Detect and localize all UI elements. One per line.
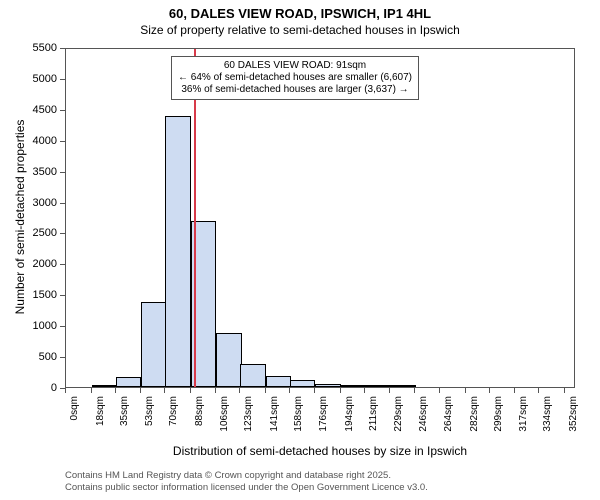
- x-tick-mark: [65, 388, 66, 393]
- annotation-line-3: 36% of semi-detached houses are larger (…: [178, 84, 412, 96]
- y-tick-mark: [60, 357, 65, 358]
- histogram-bar: [92, 385, 118, 387]
- x-tick-mark: [364, 388, 365, 393]
- x-tick-label: 123sqm: [243, 396, 254, 432]
- x-axis-title: Distribution of semi-detached houses by …: [65, 444, 575, 458]
- histogram-bar: [341, 385, 367, 387]
- x-tick-label: 176sqm: [318, 396, 329, 432]
- x-tick-label: 264sqm: [443, 396, 454, 432]
- x-tick-label: 141sqm: [269, 396, 280, 432]
- y-tick-mark: [60, 264, 65, 265]
- annotation-box: 60 DALES VIEW ROAD: 91sqm← 64% of semi-d…: [171, 56, 419, 100]
- x-tick-mark: [314, 388, 315, 393]
- y-tick-label: 1000: [0, 320, 57, 332]
- histogram-bar: [390, 385, 416, 387]
- x-tick-label: 35sqm: [119, 396, 130, 426]
- x-tick-label: 229sqm: [393, 396, 404, 432]
- x-tick-label: 106sqm: [219, 396, 230, 432]
- x-tick-label: 282sqm: [469, 396, 480, 432]
- histogram-bar: [240, 364, 266, 387]
- x-tick-mark: [140, 388, 141, 393]
- x-tick-mark: [215, 388, 216, 393]
- x-tick-label: 0sqm: [69, 396, 80, 420]
- y-tick-label: 500: [0, 351, 57, 363]
- x-tick-mark: [538, 388, 539, 393]
- x-tick-label: 334sqm: [542, 396, 553, 432]
- y-tick-mark: [60, 141, 65, 142]
- histogram-bar: [165, 116, 191, 387]
- chart-title-block: 60, DALES VIEW ROAD, IPSWICH, IP1 4HL Si…: [0, 6, 600, 37]
- chart-footer: Contains HM Land Registry data © Crown c…: [65, 470, 428, 494]
- x-tick-mark: [91, 388, 92, 393]
- histogram-bar: [315, 384, 341, 387]
- x-tick-mark: [190, 388, 191, 393]
- annotation-line-1: 60 DALES VIEW ROAD: 91sqm: [178, 60, 412, 72]
- x-tick-mark: [489, 388, 490, 393]
- y-tick-label: 5000: [0, 73, 57, 85]
- x-tick-mark: [564, 388, 565, 393]
- x-tick-mark: [239, 388, 240, 393]
- y-tick-label: 5500: [0, 42, 57, 54]
- x-tick-mark: [514, 388, 515, 393]
- y-tick-mark: [60, 172, 65, 173]
- y-tick-label: 0: [0, 382, 57, 394]
- x-tick-label: 246sqm: [418, 396, 429, 432]
- x-tick-mark: [289, 388, 290, 393]
- histogram-bar: [266, 376, 292, 387]
- y-tick-mark: [60, 295, 65, 296]
- x-tick-label: 18sqm: [95, 396, 106, 426]
- histogram-bar: [116, 377, 142, 388]
- x-tick-mark: [164, 388, 165, 393]
- x-tick-label: 352sqm: [568, 396, 579, 432]
- y-tick-label: 3500: [0, 166, 57, 178]
- x-tick-label: 88sqm: [194, 396, 205, 426]
- annotation-line-2: ← 64% of semi-detached houses are smalle…: [178, 72, 412, 84]
- x-tick-mark: [414, 388, 415, 393]
- x-tick-label: 158sqm: [293, 396, 304, 432]
- chart-title-sub: Size of property relative to semi-detach…: [0, 23, 600, 37]
- footer-line-1: Contains HM Land Registry data © Crown c…: [65, 470, 428, 482]
- x-tick-label: 211sqm: [368, 396, 379, 431]
- x-tick-mark: [115, 388, 116, 393]
- y-tick-label: 4000: [0, 135, 57, 147]
- y-tick-label: 1500: [0, 289, 57, 301]
- histogram-bar: [141, 302, 167, 387]
- histogram-chart: 60, DALES VIEW ROAD, IPSWICH, IP1 4HL Si…: [0, 0, 600, 500]
- x-tick-mark: [465, 388, 466, 393]
- y-tick-label: 2000: [0, 258, 57, 270]
- x-tick-mark: [265, 388, 266, 393]
- y-tick-label: 4500: [0, 104, 57, 116]
- histogram-bar: [365, 385, 391, 387]
- footer-line-2: Contains public sector information licen…: [65, 482, 428, 494]
- x-tick-mark: [340, 388, 341, 393]
- x-tick-label: 317sqm: [518, 396, 529, 432]
- y-tick-mark: [60, 326, 65, 327]
- x-tick-label: 70sqm: [168, 396, 179, 426]
- y-tick-mark: [60, 233, 65, 234]
- x-tick-label: 53sqm: [144, 396, 155, 426]
- y-tick-mark: [60, 203, 65, 204]
- y-tick-mark: [60, 48, 65, 49]
- histogram-bar: [290, 380, 316, 387]
- y-tick-mark: [60, 110, 65, 111]
- x-tick-mark: [439, 388, 440, 393]
- y-tick-label: 3000: [0, 197, 57, 209]
- x-tick-label: 194sqm: [344, 396, 355, 432]
- chart-title-main: 60, DALES VIEW ROAD, IPSWICH, IP1 4HL: [0, 6, 600, 21]
- y-tick-label: 2500: [0, 227, 57, 239]
- x-tick-label: 299sqm: [493, 396, 504, 432]
- x-tick-mark: [389, 388, 390, 393]
- histogram-bar: [216, 333, 242, 387]
- y-tick-mark: [60, 79, 65, 80]
